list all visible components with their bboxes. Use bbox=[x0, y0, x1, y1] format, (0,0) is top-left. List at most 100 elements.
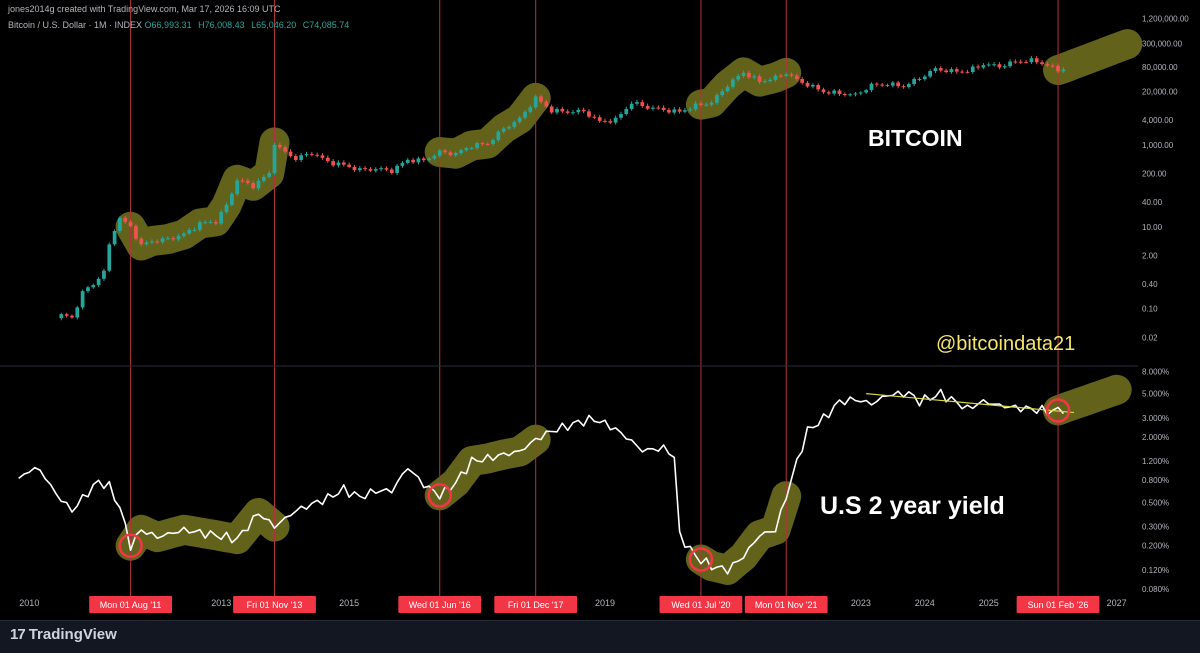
btc-candle bbox=[528, 105, 533, 114]
symbol-legend[interactable]: Bitcoin / U.S. Dollar · 1M · INDEX O66,9… bbox=[8, 20, 353, 30]
btc-candle bbox=[752, 74, 757, 80]
btc-candle bbox=[150, 239, 154, 244]
btc-candle bbox=[102, 268, 106, 281]
btc-candle bbox=[699, 101, 703, 107]
yield-y-tick-label: 1.200% bbox=[1142, 457, 1169, 466]
btc-candle bbox=[336, 160, 341, 168]
btc-candle bbox=[795, 73, 799, 81]
btc-candle bbox=[949, 67, 954, 74]
btc-candle bbox=[245, 178, 250, 185]
btc-candle bbox=[597, 114, 602, 123]
btc-candle bbox=[741, 70, 746, 78]
btc-candle bbox=[112, 229, 117, 247]
symbol-name: Bitcoin / U.S. Dollar · 1M · INDEX bbox=[8, 20, 143, 30]
yield-line bbox=[18, 388, 1075, 575]
btc-candle bbox=[885, 83, 890, 87]
btc-candle bbox=[485, 142, 490, 146]
yield-y-tick-label: 0.800% bbox=[1142, 476, 1169, 485]
ohlc-low: L65,046.20 bbox=[251, 20, 297, 30]
date-badges: Mon 01 Aug '11 Fri 01 Nov '13 Wed 01 Jun '… bbox=[89, 596, 1100, 613]
btc-candle bbox=[986, 62, 991, 67]
btc-candle bbox=[203, 219, 208, 225]
btc-candle bbox=[293, 153, 298, 162]
date-badge-label: Mon 01 Nov '21 bbox=[755, 600, 818, 610]
btc-y-tick-label: 300,000.00 bbox=[1142, 39, 1183, 48]
yield-highlight-band bbox=[1043, 374, 1132, 426]
tradingview-brand: TradingView bbox=[28, 626, 117, 643]
btc-candle bbox=[1013, 59, 1018, 64]
btc-candle bbox=[667, 107, 671, 114]
btc-candle bbox=[389, 167, 394, 175]
btc-candle bbox=[379, 166, 383, 172]
btc-candle bbox=[688, 107, 693, 112]
btc-candle bbox=[299, 152, 304, 163]
date-badge: Mon 01 Aug '11 bbox=[89, 596, 172, 613]
btc-candle bbox=[965, 69, 970, 74]
btc-candle bbox=[800, 77, 805, 85]
btc-candle bbox=[544, 99, 549, 109]
date-badge: Fri 01 Dec '17 bbox=[494, 596, 578, 613]
btc-candle bbox=[224, 202, 229, 214]
btc-candle bbox=[651, 105, 655, 111]
btc-candle bbox=[853, 92, 858, 97]
btc-candle bbox=[80, 289, 85, 310]
date-badge-label: Fri 01 Dec '17 bbox=[508, 600, 564, 610]
yield-low-circle bbox=[1045, 398, 1071, 423]
btc-candle bbox=[176, 233, 181, 242]
btc-candle bbox=[709, 100, 714, 107]
btc-candle bbox=[192, 227, 197, 232]
btc-candle bbox=[1034, 55, 1039, 65]
btc-candle bbox=[944, 68, 948, 74]
btc-candle bbox=[1018, 59, 1023, 65]
btc-y-tick-label: 200.00 bbox=[1142, 169, 1167, 178]
btc-candle bbox=[272, 142, 277, 175]
btc-candle bbox=[890, 80, 895, 88]
btc-candle bbox=[816, 83, 821, 92]
btc-candle bbox=[400, 161, 405, 168]
btc-candle bbox=[395, 163, 399, 175]
btc-candle bbox=[869, 82, 874, 92]
x-tick-label: 2027 bbox=[1107, 598, 1127, 608]
yield-y-tick-label: 8.000% bbox=[1142, 367, 1169, 376]
btc-candle bbox=[235, 178, 240, 196]
btc-candle bbox=[731, 77, 735, 89]
btc-y-tick-label: 4,000.00 bbox=[1142, 116, 1174, 125]
btc-candle bbox=[501, 126, 506, 134]
btc-candle bbox=[182, 231, 186, 238]
btc-candle bbox=[789, 72, 794, 78]
btc-candle bbox=[160, 236, 165, 244]
btc-candle bbox=[421, 156, 426, 163]
btc-candle bbox=[837, 88, 842, 97]
btc-candle bbox=[166, 236, 170, 241]
btc-candle bbox=[405, 158, 410, 165]
btc-candle bbox=[555, 106, 559, 115]
btc-candle bbox=[832, 88, 837, 96]
btc-candle bbox=[1008, 59, 1012, 68]
btc-candle bbox=[970, 64, 975, 74]
btc-candle bbox=[64, 312, 69, 318]
btc-candle bbox=[198, 220, 202, 232]
btc-candle bbox=[613, 115, 618, 125]
btc-candle bbox=[427, 156, 431, 162]
btc-candle bbox=[144, 240, 149, 246]
btc-candle bbox=[91, 283, 96, 289]
btc-candle bbox=[539, 94, 543, 104]
chart-canvas[interactable]: 2010201320152019202320242025202720201720… bbox=[0, 0, 1200, 620]
yield-y-tick-label: 0.120% bbox=[1142, 566, 1169, 575]
btc-candle bbox=[773, 73, 778, 82]
btc-candle bbox=[128, 220, 133, 228]
date-badge: Fri 01 Nov '13 bbox=[233, 596, 316, 613]
btc-candle bbox=[1024, 59, 1028, 64]
btc-candle bbox=[997, 62, 1002, 70]
btc-candle bbox=[603, 118, 607, 123]
btc-candle bbox=[821, 87, 826, 95]
btc-candle bbox=[725, 84, 730, 93]
tradingview-logo[interactable]: 17 TradingView bbox=[10, 626, 117, 643]
btc-candle bbox=[874, 82, 879, 87]
btc-y-tick-label: 80,000.00 bbox=[1142, 63, 1178, 72]
btc-candle bbox=[59, 312, 64, 321]
btc-candle bbox=[304, 151, 309, 157]
btc-candle bbox=[320, 153, 325, 160]
btc-y-tick-label: 1,000.00 bbox=[1142, 141, 1174, 150]
